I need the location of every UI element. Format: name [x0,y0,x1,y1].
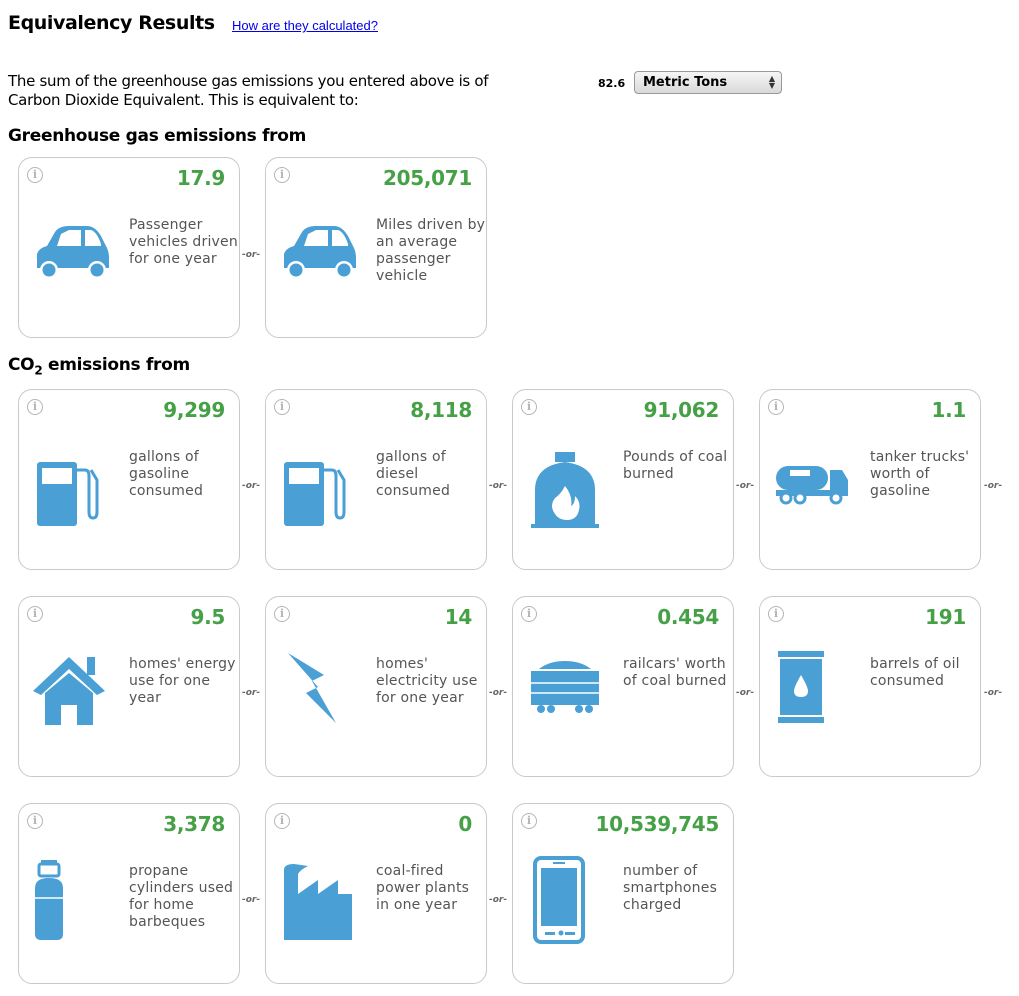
info-icon[interactable]: i [768,399,784,415]
gas-pump-icon [278,440,358,530]
or-separator: -or- [242,895,261,905]
equivalency-value: 91,062 [643,398,720,422]
equivalency-value: 1.1 [931,398,966,422]
car-icon [278,208,358,298]
co2-section-title: CO2 emissions from [8,355,190,377]
power-plant-icon [278,854,358,944]
equivalency-card: i 3,378 propane cylinders used for home ba… [18,803,240,984]
equivalency-value: 9,299 [163,398,225,422]
equivalency-value: 205,071 [383,166,472,190]
equivalency-description: Passenger vehicles driven for one year [129,217,238,267]
info-icon[interactable]: i [768,606,784,622]
or-separator: -or- [736,688,755,698]
car-icon [31,208,111,298]
or-separator: -or- [242,688,261,698]
equivalency-description: railcars' worth of coal burned [623,656,727,689]
unit-select[interactable]: Metric Tons ▲ ▼ [634,71,782,94]
info-icon[interactable]: i [521,399,537,415]
equivalency-value: 14 [444,605,473,629]
equivalency-card: i 0 coal-fired power plants in one year [265,803,487,984]
info-icon[interactable]: i [521,606,537,622]
smartphone-icon [525,854,605,944]
or-separator: -or- [984,688,1003,698]
oil-barrel-icon [772,647,852,737]
railcar-icon [525,647,605,737]
equivalency-description: coal-fired power plants in one year [376,863,470,913]
info-icon[interactable]: i [274,813,290,829]
co2-title-suffix: emissions from [42,355,190,375]
equivalency-card: i 0.454 railcars' worth of coal burned [512,596,734,777]
intro-text: The sum of the greenhouse gas emissions … [8,72,489,109]
ghg-section-title: Greenhouse gas emissions from [8,126,307,146]
equivalency-description: number of smartphones charged [623,863,718,913]
equivalency-card: i 9.5 homes' energy use for one year [18,596,240,777]
coal-furnace-icon [525,440,605,530]
or-separator: -or- [489,481,508,491]
info-icon[interactable]: i [27,167,43,183]
info-icon[interactable]: i [274,167,290,183]
equivalency-description: propane cylinders used for home barbeque… [129,863,234,930]
equivalency-description: homes' energy use for one year [129,656,236,706]
lightning-bolt-icon [278,647,358,737]
equivalency-description: Pounds of coal burned [623,449,728,482]
equivalency-value: 17.9 [176,166,225,190]
equivalency-value: 0 [458,812,472,836]
info-icon[interactable]: i [27,606,43,622]
equivalency-card: i 205,071 Miles driven by an average passe… [265,157,487,338]
how-calculated-link[interactable]: How are they calculated? [232,18,378,33]
equivalency-card: i 91,062 Pounds of coal burned [512,389,734,570]
or-separator: -or- [489,895,508,905]
equivalency-card: i 10,539,745 number of smartphones charged [512,803,734,984]
or-separator: -or- [984,481,1003,491]
equivalency-card: i 17.9 Passenger vehicles driven for one y… [18,157,240,338]
info-icon[interactable]: i [521,813,537,829]
or-separator: -or- [736,481,755,491]
info-icon[interactable]: i [274,399,290,415]
info-icon[interactable]: i [274,606,290,622]
equivalency-value: 10,539,745 [595,812,719,836]
gas-pump-icon [31,440,111,530]
co2-title-prefix: CO [8,355,35,375]
unit-select-value: Metric Tons [643,75,728,90]
co2-title-subscript: 2 [34,363,43,378]
equivalency-value: 191 [925,605,966,629]
total-emissions-value: 82.6 [598,77,626,90]
equivalency-card: i 14 homes' electricity use for one year [265,596,487,777]
select-arrows-icon: ▲ ▼ [768,74,775,90]
equivalency-value: 9.5 [190,605,225,629]
propane-cylinder-icon [31,854,111,944]
equivalency-card: i 8,118 gallons of diesel consumed [265,389,487,570]
or-separator: -or- [242,481,261,491]
info-icon[interactable]: i [27,813,43,829]
house-icon [31,647,111,737]
equivalency-description: barrels of oil consumed [870,656,960,689]
or-separator: -or- [489,688,508,698]
equivalency-value: 8,118 [410,398,472,422]
info-icon[interactable]: i [27,399,43,415]
equivalency-card: i 9,299 gallons of gasoline consumed [18,389,240,570]
equivalency-description: Miles driven by an average passenger veh… [376,217,486,284]
equivalency-description: gallons of diesel consumed [376,449,451,499]
tanker-truck-icon [772,440,852,530]
equivalency-value: 3,378 [163,812,225,836]
equivalency-description: gallons of gasoline consumed [129,449,204,499]
equivalency-description: tanker trucks' worth of gasoline [870,449,970,499]
equivalency-card: i 1.1 tanker trucks' worth of gasoline [759,389,981,570]
equivalency-description: homes' electricity use for one year [376,656,478,706]
equivalency-card: i 191 barrels of oil consumed [759,596,981,777]
or-separator: -or- [242,250,261,260]
equivalency-value: 0.454 [657,605,719,629]
page-title: Equivalency Results [8,12,215,34]
